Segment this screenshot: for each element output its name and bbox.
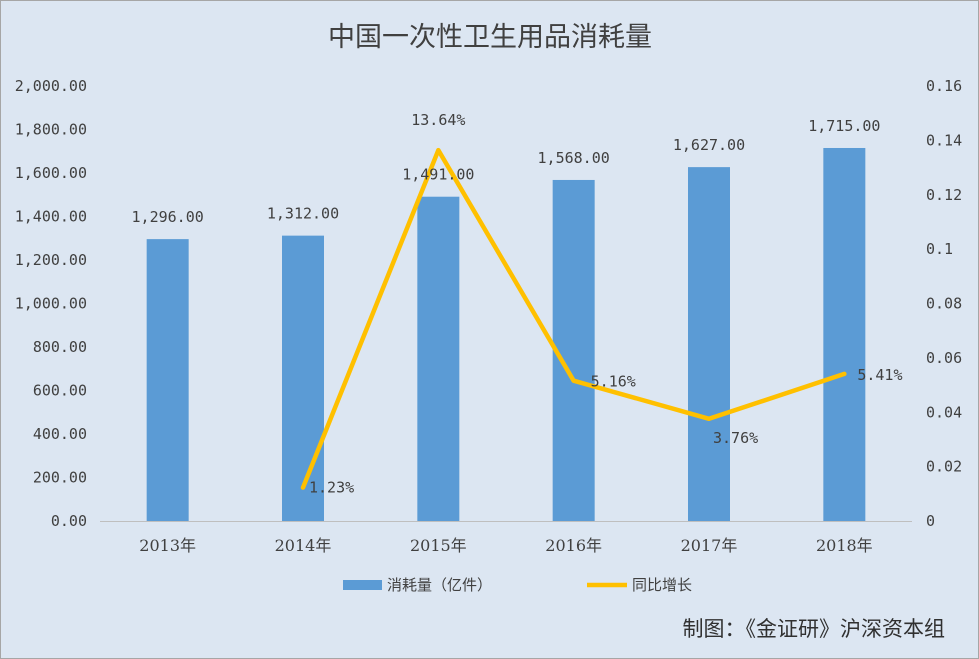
y-right-tick-label: 0.08 [926, 295, 962, 313]
bar-data-label: 1,312.00 [267, 205, 339, 223]
growth-point-2014年 [301, 485, 305, 490]
growth-point-2017年 [707, 416, 711, 421]
y-left-tick-label: 1,600.00 [15, 164, 87, 182]
line-data-label: 5.41% [857, 366, 902, 384]
y-right-tick-label: 0.14 [926, 131, 962, 149]
growth-point-2015年 [436, 148, 441, 153]
line-layer [300, 147, 847, 490]
axes-layer: 2013年 2014年 2015年 2016年 2017年 2018年 0.00 200.00… [15, 77, 962, 555]
y-left-tick-label: 2,000.00 [15, 77, 87, 95]
legend-label-bar: 消耗量（亿件） [387, 576, 492, 594]
y-right-tick-label: 0.04 [926, 403, 962, 421]
bars-layer [146, 147, 866, 522]
legend-label-line: 同比增长 [632, 576, 692, 594]
growth-point-2016年 [571, 378, 576, 383]
bar-2017年 [688, 167, 730, 521]
x-tick-label: 2017年 [681, 536, 738, 555]
line-data-label: 3.76% [713, 429, 758, 447]
y-left-tick-label: 0.00 [51, 512, 87, 530]
chart-title: 中国一次性卫生用品消耗量 [328, 22, 652, 53]
y-left-tick-label: 1,000.00 [15, 295, 87, 313]
x-tick-label: 2018年 [816, 536, 873, 555]
bar-2015年 [417, 196, 460, 521]
y-left-tick-label: 600.00 [33, 382, 87, 400]
line-data-label: 1.23% [309, 479, 354, 497]
y-left-tick-label: 1,200.00 [15, 251, 87, 269]
x-tick-label: 2013年 [139, 536, 196, 555]
x-tick-label: 2014年 [275, 536, 332, 555]
growth-point-2018年 [842, 371, 847, 376]
y-right-tick-label: 0.02 [926, 458, 962, 476]
labels-layer: 1,296.00 1,312.00 1,491.00 1,568.00 1,627.00… [132, 111, 903, 496]
legend: 消耗量（亿件） 同比增长 [343, 576, 692, 594]
bar-data-label: 1,627.00 [673, 136, 745, 154]
bar-2014年 [282, 235, 324, 521]
bar-data-label: 1,568.00 [538, 149, 610, 167]
y-right-tick-label: 0 [926, 512, 935, 530]
bar-data-label: 1,491.00 [402, 166, 474, 184]
chart-credit: 制图：《金证研》沪深资本组 [683, 617, 946, 641]
x-tick-label: 2016年 [545, 536, 602, 555]
line-data-label: 5.16% [591, 373, 636, 391]
bar-2013年 [146, 239, 189, 521]
line-data-label: 13.64% [411, 111, 465, 129]
y-right-tick-label: 0.12 [926, 186, 962, 204]
y-right-tick-label: 0.16 [926, 77, 962, 95]
y-right-tick-label: 0.1 [926, 240, 953, 258]
y-left-tick-label: 200.00 [33, 469, 87, 487]
bar-data-label: 1,296.00 [132, 208, 204, 226]
legend-swatch-bar [343, 580, 382, 590]
bar-data-label: 1,715.00 [808, 117, 880, 135]
y-right-tick-label: 0.06 [926, 349, 962, 367]
y-left-tick-label: 1,800.00 [15, 121, 87, 139]
y-left-tick-label: 400.00 [33, 425, 87, 443]
y-left-tick-label: 1,400.00 [15, 208, 87, 226]
bar-2016年 [552, 179, 595, 521]
y-left-tick-label: 800.00 [33, 338, 87, 356]
bar-2018年 [823, 147, 866, 522]
x-tick-label: 2015年 [410, 536, 467, 555]
